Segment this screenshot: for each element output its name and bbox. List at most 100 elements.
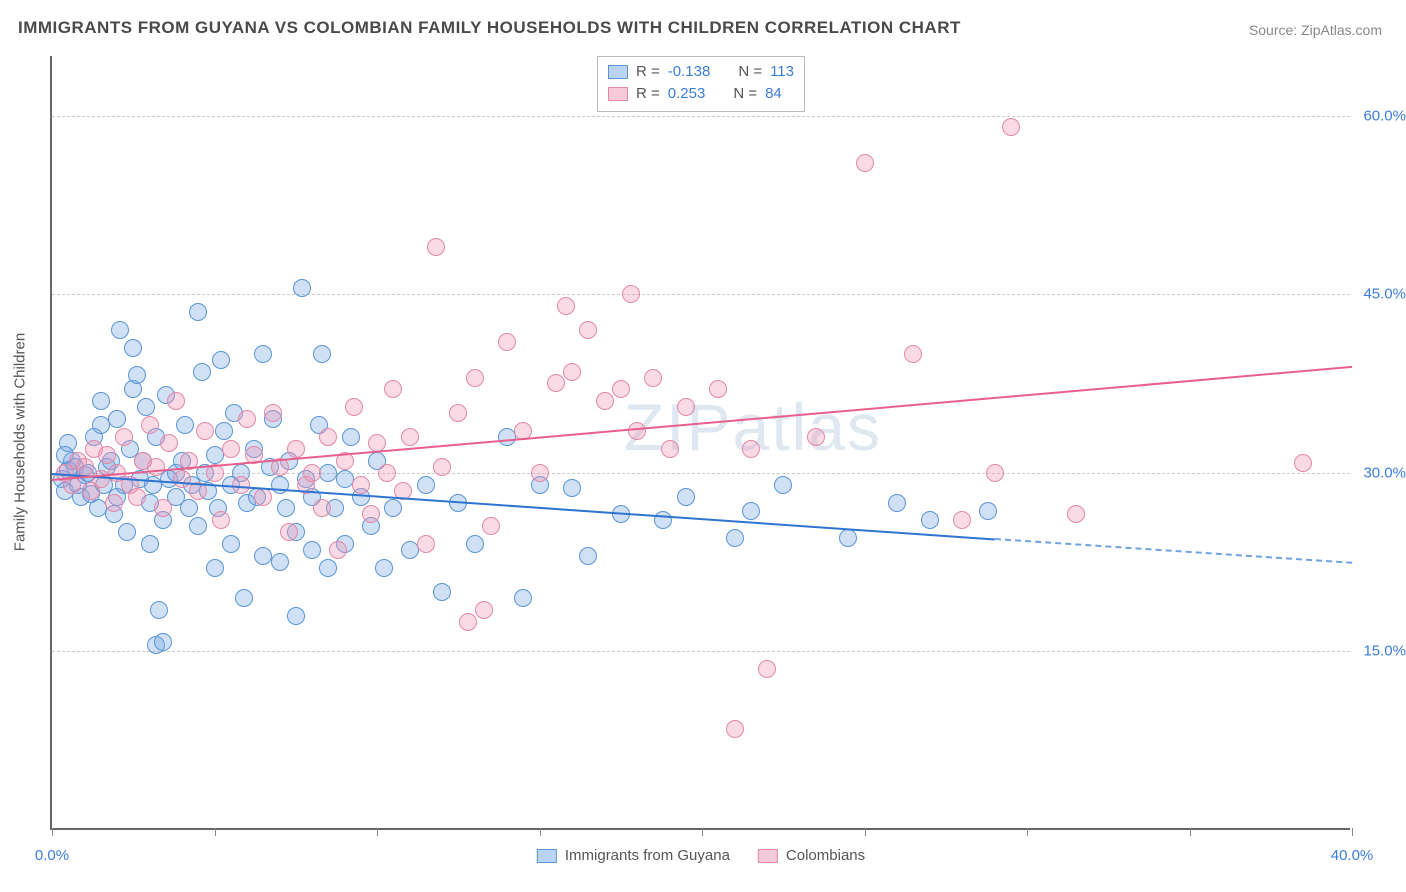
n-value-col: 84 (765, 83, 782, 105)
scatter-point-colombians (758, 660, 776, 678)
scatter-point-guyana (277, 499, 295, 517)
x-tick-label: 0.0% (35, 847, 69, 864)
x-tick (1190, 828, 1191, 836)
scatter-point-guyana (313, 345, 331, 363)
scatter-point-guyana (189, 303, 207, 321)
scatter-point-colombians (547, 374, 565, 392)
scatter-point-colombians (352, 476, 370, 494)
y-tick-label: 60.0% (1354, 107, 1406, 124)
scatter-point-guyana (235, 589, 253, 607)
scatter-point-guyana (417, 476, 435, 494)
scatter-point-guyana (466, 535, 484, 553)
scatter-point-colombians (76, 458, 94, 476)
scatter-point-colombians (254, 488, 272, 506)
scatter-point-guyana (319, 559, 337, 577)
swatch-blue-icon (537, 849, 557, 863)
scatter-point-guyana (271, 553, 289, 571)
scatter-point-colombians (313, 499, 331, 517)
scatter-point-guyana (839, 529, 857, 547)
bottom-legend: Immigrants from Guyana Colombians (537, 847, 865, 864)
scatter-point-guyana (154, 633, 172, 651)
x-tick (1352, 828, 1353, 836)
scatter-point-guyana (742, 502, 760, 520)
scatter-point-colombians (173, 470, 191, 488)
scatter-point-guyana (293, 279, 311, 297)
scatter-point-colombians (212, 511, 230, 529)
y-axis-label: Family Households with Children (12, 333, 29, 551)
scatter-point-guyana (384, 499, 402, 517)
scatter-point-colombians (742, 440, 760, 458)
chart-source: Source: ZipAtlas.com (1249, 22, 1382, 38)
scatter-point-colombians (482, 517, 500, 535)
scatter-point-guyana (375, 559, 393, 577)
scatter-point-guyana (141, 535, 159, 553)
scatter-point-colombians (677, 398, 695, 416)
scatter-point-guyana (979, 502, 997, 520)
scatter-point-colombians (222, 440, 240, 458)
scatter-point-guyana (433, 583, 451, 601)
scatter-point-colombians (807, 428, 825, 446)
scatter-point-guyana (888, 494, 906, 512)
scatter-point-guyana (118, 523, 136, 541)
scatter-point-guyana (921, 511, 939, 529)
scatter-point-colombians (628, 422, 646, 440)
scatter-point-colombians (167, 392, 185, 410)
scatter-point-guyana (677, 488, 695, 506)
scatter-point-guyana (254, 345, 272, 363)
stats-row-colombians: R = 0.253 N = 84 (608, 83, 794, 105)
scatter-point-colombians (238, 410, 256, 428)
scatter-point-guyana (514, 589, 532, 607)
scatter-point-colombians (986, 464, 1004, 482)
scatter-point-colombians (557, 297, 575, 315)
x-tick (1027, 828, 1028, 836)
scatter-point-colombians (105, 494, 123, 512)
legend-item-colombians: Colombians (758, 847, 865, 864)
scatter-point-guyana (180, 499, 198, 517)
scatter-point-guyana (222, 535, 240, 553)
scatter-point-guyana (108, 410, 126, 428)
scatter-point-colombians (329, 541, 347, 559)
scatter-point-colombians (378, 464, 396, 482)
scatter-point-guyana (193, 363, 211, 381)
swatch-pink-icon (758, 849, 778, 863)
gridline-h (52, 116, 1350, 117)
trendline-guyana-extrap (994, 538, 1352, 564)
scatter-point-colombians (280, 523, 298, 541)
scatter-point-colombians (401, 428, 419, 446)
x-tick (377, 828, 378, 836)
plot-area: Family Households with Children R = -0.1… (50, 56, 1350, 830)
legend-label-colombians: Colombians (786, 847, 865, 864)
scatter-point-colombians (622, 285, 640, 303)
scatter-point-guyana (137, 398, 155, 416)
n-label: N = (733, 83, 757, 105)
scatter-point-colombians (427, 238, 445, 256)
scatter-point-guyana (563, 479, 581, 497)
gridline-h (52, 294, 1350, 295)
scatter-point-colombians (644, 369, 662, 387)
gridline-h (52, 651, 1350, 652)
scatter-point-colombians (1294, 454, 1312, 472)
y-tick-label: 15.0% (1354, 643, 1406, 660)
scatter-point-guyana (128, 366, 146, 384)
scatter-point-colombians (612, 380, 630, 398)
x-tick-label: 40.0% (1331, 847, 1374, 864)
scatter-point-guyana (726, 529, 744, 547)
x-tick (540, 828, 541, 836)
x-tick (702, 828, 703, 836)
swatch-blue-icon (608, 65, 628, 79)
scatter-point-colombians (466, 369, 484, 387)
scatter-point-guyana (303, 541, 321, 559)
scatter-point-guyana (287, 607, 305, 625)
scatter-point-colombians (128, 488, 146, 506)
scatter-point-colombians (384, 380, 402, 398)
scatter-point-colombians (319, 428, 337, 446)
r-value-col: 0.253 (668, 83, 706, 105)
y-tick-label: 45.0% (1354, 286, 1406, 303)
scatter-point-guyana (111, 321, 129, 339)
scatter-point-colombians (563, 363, 581, 381)
scatter-point-colombians (433, 458, 451, 476)
scatter-point-colombians (709, 380, 727, 398)
legend-label-guyana: Immigrants from Guyana (565, 847, 730, 864)
scatter-point-guyana (579, 547, 597, 565)
scatter-point-guyana (342, 428, 360, 446)
